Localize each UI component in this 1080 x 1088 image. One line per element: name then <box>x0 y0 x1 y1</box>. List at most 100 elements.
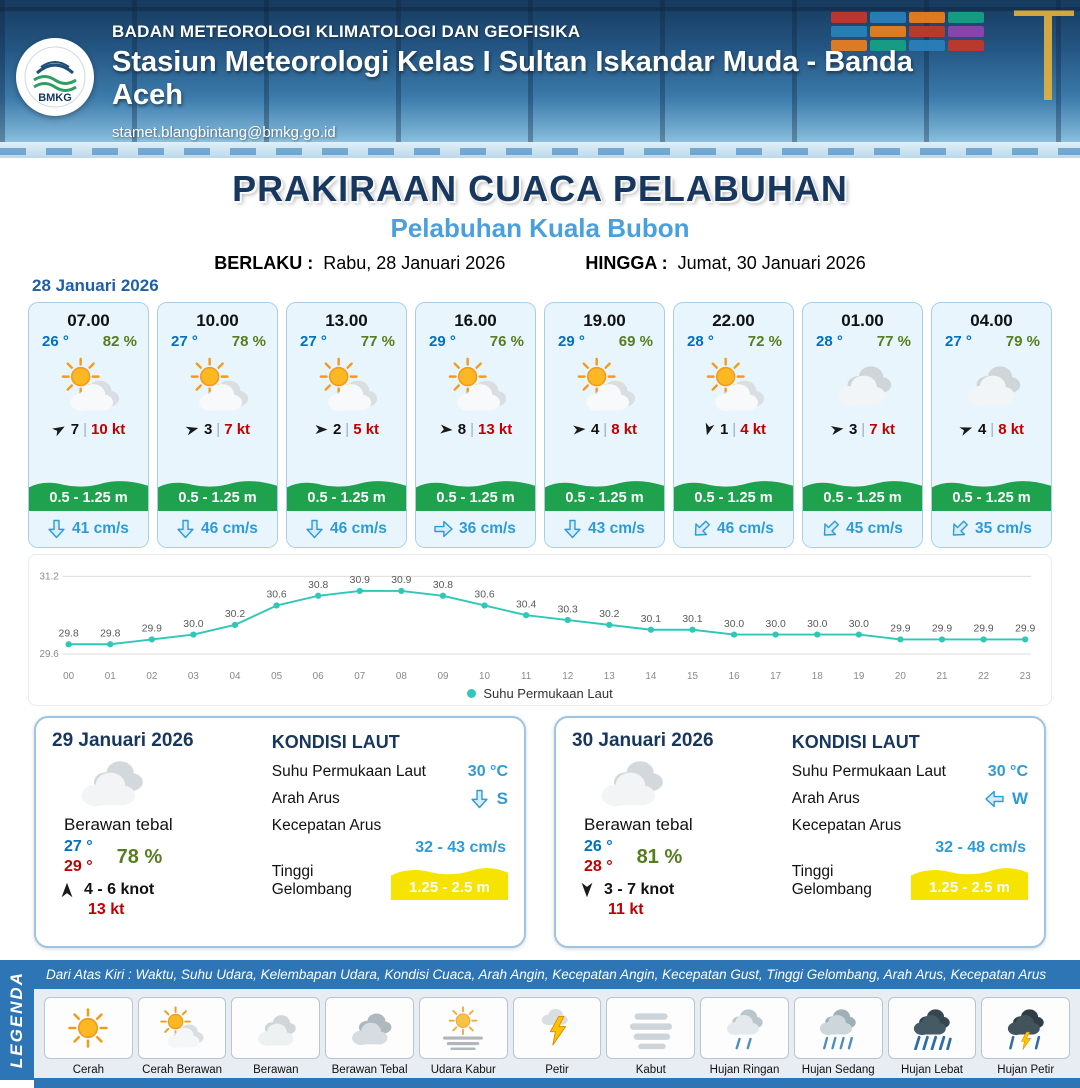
wind-force: 8 <box>457 420 467 438</box>
svg-text:10: 10 <box>479 671 491 682</box>
air-temp: 27 ° <box>171 333 198 350</box>
wave-shape <box>910 868 1028 879</box>
legend-item: Berawan Tebal <box>325 997 414 1076</box>
daily-temp-row: 26 ° 28 ° 81 % <box>584 838 782 876</box>
current-speed: 41 cm/s <box>72 520 129 537</box>
legend-label: Hujan Sedang <box>801 1064 875 1076</box>
humidity: 82 % <box>102 333 137 350</box>
legend-label: Petir <box>545 1064 569 1076</box>
station-name: Stasiun Meteorologi Kelas I Sultan Iskan… <box>112 46 913 111</box>
daily-weather-block: 29 Januari 2026 Berawan tebal 27 ° 29 ° … <box>52 730 262 936</box>
port-containers-illustration <box>831 12 984 51</box>
forecast-time: 10.00 <box>196 311 239 330</box>
current-direction-label: Arah Arus <box>271 790 340 807</box>
wind-speed: 8 kt <box>998 420 1025 438</box>
wave-shape <box>803 481 922 490</box>
svg-text:30.4: 30.4 <box>516 600 537 611</box>
current-row: 43 cm/s <box>545 511 664 547</box>
header-seats-illustration <box>0 148 1080 155</box>
wind-speed: 10 kt <box>91 420 126 438</box>
legend-label: Cerah Berawan <box>142 1064 223 1076</box>
air-temp: 27 ° <box>945 333 972 350</box>
sun-cloud-icon <box>545 352 664 416</box>
cerah-berawan-icon <box>137 997 227 1059</box>
current-direction-label: Arah Arus <box>791 790 860 807</box>
sst-label: Suhu Permukaan Laut <box>791 763 946 780</box>
daily-date: 30 Januari 2026 <box>572 730 714 751</box>
current-row: 35 cm/s <box>932 511 1051 547</box>
chart-legend: Suhu Permukaan Laut <box>35 686 1045 701</box>
current-direction-icon <box>48 519 65 539</box>
humidity: 77 % <box>360 333 395 350</box>
wave-height-band: 0.5 - 1.25 m <box>545 478 664 511</box>
current-speed-value: 32 - 43 cm/s <box>415 839 506 856</box>
legend-item: Petir <box>512 997 602 1076</box>
hujan-ringan-icon <box>700 997 789 1059</box>
forecast-card: 07.00 26 ° 82 % 7 | 10 kt 0.5 - 1.25 m <box>28 302 149 548</box>
current-row: 46 cm/s <box>674 511 793 547</box>
svg-text:23: 23 <box>1020 671 1032 682</box>
wave-shape <box>932 481 1051 490</box>
daily-temps: 27 ° 29 ° <box>64 838 93 876</box>
sea-section-title: KONDISI LAUT <box>791 732 920 752</box>
humidity: 79 % <box>1005 333 1040 350</box>
current-direction-icon <box>177 519 194 539</box>
air-temp: 28 ° <box>816 333 843 350</box>
legend-footer: LEGENDA Dari Atas Kiri : Waktu, Suhu Uda… <box>0 960 1080 1088</box>
svg-text:30.2: 30.2 <box>225 609 246 620</box>
current-row: 45 cm/s <box>803 511 922 547</box>
forecast-time: 04.00 <box>970 311 1013 330</box>
current-speed: 35 cm/s <box>975 520 1032 537</box>
wind-direction-icon <box>58 881 76 899</box>
svg-text:01: 01 <box>105 671 116 682</box>
humidity: 76 % <box>489 333 524 350</box>
sea-condition-block: KONDISI LAUT Suhu Permukaan Laut 30 °C A… <box>262 730 508 936</box>
wave-height-band: 0.5 - 1.25 m <box>158 478 277 511</box>
hingga-value: Jumat, 30 Januari 2026 <box>677 253 866 273</box>
svg-text:17: 17 <box>770 671 781 682</box>
air-temp: 27 ° <box>300 333 327 350</box>
cloud-icon <box>588 754 782 815</box>
wind-force: 2 <box>332 420 342 438</box>
svg-text:30.0: 30.0 <box>724 619 745 630</box>
current-direction-icon <box>946 516 972 542</box>
svg-text:09: 09 <box>437 671 448 682</box>
forecast-time: 01.00 <box>841 311 884 330</box>
current-direction-row: Arah Arus S <box>272 789 508 809</box>
svg-text:29.9: 29.9 <box>1015 624 1036 635</box>
svg-text:30.1: 30.1 <box>641 614 662 625</box>
wind-speed: 4 kt <box>740 420 767 438</box>
sst-value: 30 °C <box>987 763 1028 780</box>
kabut-icon <box>606 997 696 1059</box>
svg-text:30.2: 30.2 <box>599 609 620 620</box>
wave-shape <box>390 868 508 879</box>
gust-speed: 13 kt <box>88 901 125 918</box>
current-row: 41 cm/s <box>29 511 148 547</box>
wave-height-band: 0.5 - 1.25 m <box>29 478 148 511</box>
wave-height: 0.5 - 1.25 m <box>158 490 277 511</box>
legend-label: Hujan Lebat <box>900 1064 963 1076</box>
legend-main: Dari Atas Kiri : Waktu, Suhu Udara, Kele… <box>34 960 1080 1088</box>
wind-direction-icon <box>183 420 201 438</box>
wave-height-band: 0.5 - 1.25 m <box>803 478 922 511</box>
wind-force: 1 <box>719 420 729 438</box>
header-text-block: BADAN METEOROLOGI KLIMATOLOGI DAN GEOFIS… <box>112 22 950 141</box>
current-row: 46 cm/s <box>158 511 277 547</box>
wave-height-band: 0.5 - 1.25 m <box>416 478 535 511</box>
header-banner: BMKG BADAN METEOROLOGI KLIMATOLOGI DAN G… <box>0 0 1080 158</box>
wave-height-band: 0.5 - 1.25 m <box>287 478 406 511</box>
svg-text:29.8: 29.8 <box>59 629 80 640</box>
forecast-card-grid: 07.00 26 ° 82 % 7 | 10 kt 0.5 - 1.25 m <box>28 302 1052 548</box>
svg-text:30.0: 30.0 <box>807 619 828 630</box>
forecast-date: 28 Januari 2026 <box>32 276 159 295</box>
svg-text:30.6: 30.6 <box>474 590 495 601</box>
svg-text:29.9: 29.9 <box>890 624 911 635</box>
divider: | <box>216 420 221 438</box>
cloud-icon <box>68 754 262 815</box>
legend-items-row: Cerah Cerah Berawan Berawan <box>34 989 1080 1078</box>
divider: | <box>990 420 995 438</box>
svg-text:30.0: 30.0 <box>766 619 787 630</box>
divider: | <box>603 420 608 438</box>
wave-shape <box>29 481 148 490</box>
